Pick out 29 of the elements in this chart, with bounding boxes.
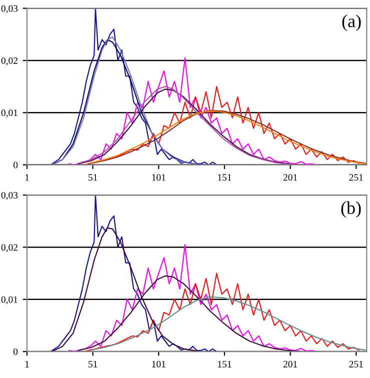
line-series [50, 8, 218, 165]
x-tick-label: 201 [283, 360, 298, 368]
line-series [84, 272, 360, 352]
x-tick-label: 51 [88, 174, 98, 181]
y-tick-label: 0,02 [1, 57, 18, 66]
line-series [90, 296, 366, 351]
y-tick-label: 0,01 [1, 296, 18, 304]
y-tick-label: 0 [13, 162, 18, 168]
x-tick-label: 51 [88, 360, 98, 368]
x-tick-label: 251 [349, 174, 363, 181]
y-tick-label: 0,01 [1, 110, 18, 118]
x-tick-label: 101 [152, 174, 166, 181]
y-tick-label: 0,03 [1, 192, 18, 200]
x-tick-label: 251 [349, 360, 363, 368]
x-tick-label: 101 [152, 360, 166, 368]
line-series [50, 195, 218, 352]
y-tick-label: 0,03 [1, 5, 18, 14]
line-series [68, 244, 318, 352]
x-tick-label: 151 [218, 360, 232, 368]
x-tick-label: 1 [25, 174, 29, 181]
annotation: (a) [342, 14, 361, 31]
annotation: (b) [341, 201, 361, 218]
x-tick-label: 151 [218, 174, 232, 181]
y-tick-label: 0 [13, 348, 18, 356]
x-tick-label: 1 [25, 360, 29, 368]
line-series [68, 57, 318, 165]
line-series [84, 86, 360, 165]
x-tick-label: 201 [283, 174, 298, 181]
y-tick-label: 0,02 [1, 244, 18, 252]
